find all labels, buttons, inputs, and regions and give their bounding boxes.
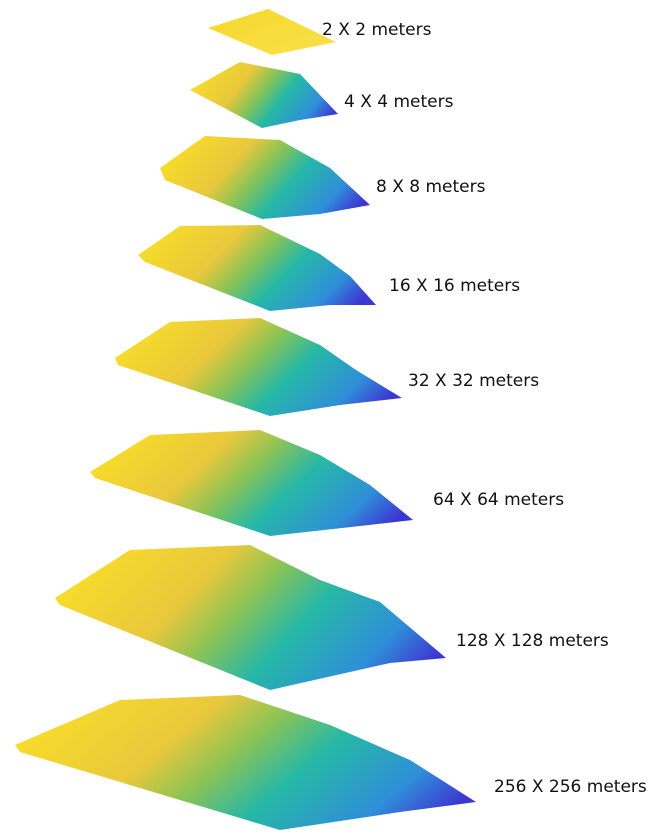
terrain-surface [115,318,402,416]
terrain-surface [55,545,446,690]
level-label: 16 X 16 meters [389,276,520,296]
surfaces [15,9,476,830]
terrain-surface [138,225,376,311]
level-label: 128 X 128 meters [456,631,609,651]
labels: 2 X 2 meters 4 X 4 meters 8 X 8 meters 16 X… [322,20,647,797]
level-label: 64 X 64 meters [433,490,564,510]
terrain-surface [15,695,476,830]
terrain-surface [90,430,413,536]
level-label: 4 X 4 meters [344,92,454,112]
figure: 2 X 2 meters 4 X 4 meters 8 X 8 meters 16 X… [0,0,660,832]
terrain-surface [160,136,370,219]
page: {"levels": [ {"label": "2 X 2 meters"}, … [0,0,660,832]
level-label: 8 X 8 meters [376,177,486,197]
level-label: 2 X 2 meters [322,20,432,40]
level-label: 32 X 32 meters [408,371,539,391]
terrain-surface [190,62,338,128]
terrain-surface [208,9,336,55]
level-label: 256 X 256 meters [494,777,647,797]
